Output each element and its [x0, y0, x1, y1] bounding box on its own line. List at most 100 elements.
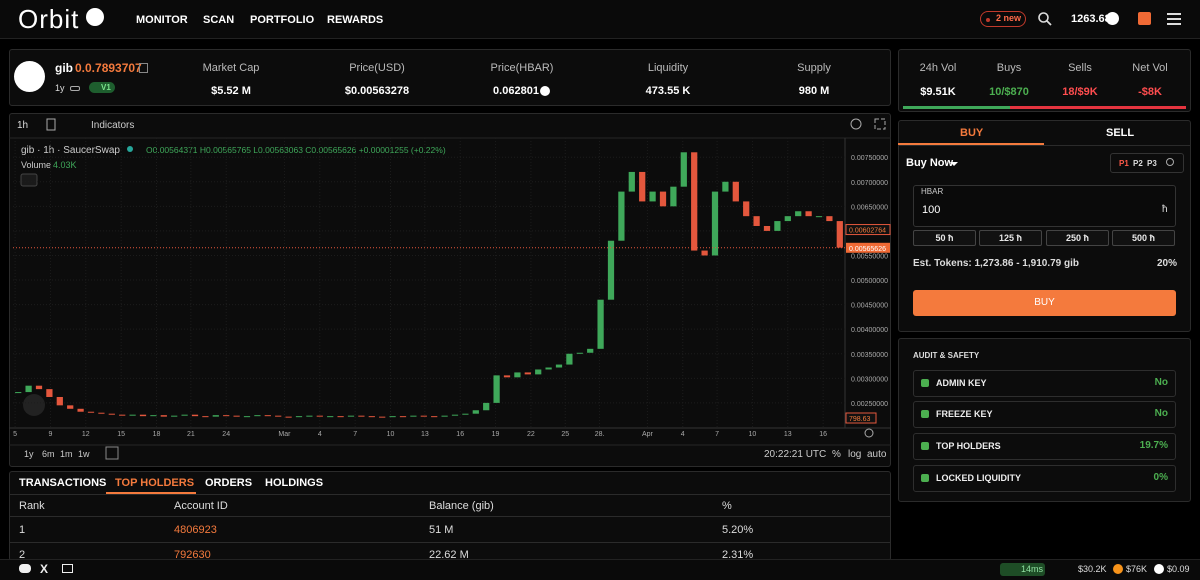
- log-toggle[interactable]: log: [848, 449, 861, 460]
- fullscreen-icon[interactable]: [874, 118, 886, 130]
- copy-icon[interactable]: [139, 63, 148, 73]
- docs-icon[interactable]: [62, 564, 73, 573]
- estimate: Est. Tokens: 1,273.86 - 1,910.79 gib: [913, 258, 1080, 269]
- candle: [836, 221, 843, 248]
- tab[interactable]: HOLDINGS: [265, 477, 324, 489]
- nav-item[interactable]: PORTFOLIO: [250, 14, 315, 26]
- account-link[interactable]: 4806923: [174, 524, 217, 536]
- audit-value: No: [1154, 408, 1168, 419]
- goto-icon[interactable]: [864, 428, 874, 438]
- candle: [805, 211, 812, 217]
- wallet-icon[interactable]: [1138, 12, 1151, 25]
- nav-item[interactable]: SCAN: [203, 14, 235, 26]
- range-button[interactable]: 1w: [78, 449, 90, 459]
- x-tick-label: 4: [318, 431, 322, 438]
- auto-toggle[interactable]: auto: [867, 449, 887, 460]
- candle: [535, 369, 542, 375]
- stat-value: 980 M: [798, 85, 830, 97]
- token-id[interactable]: 0.0.7893707: [75, 61, 142, 75]
- buy-tab[interactable]: BUY: [960, 127, 984, 139]
- preset[interactable]: P1: [1119, 159, 1129, 168]
- preset[interactable]: P3: [1147, 159, 1157, 168]
- range-button[interactable]: 1y: [24, 449, 34, 459]
- interval[interactable]: 1h: [17, 120, 28, 131]
- preset-settings[interactable]: [1166, 158, 1174, 166]
- stat-value: 0.062801: [493, 85, 539, 97]
- candle-type-icon[interactable]: [46, 118, 56, 131]
- tab[interactable]: TRANSACTIONS: [19, 477, 107, 489]
- calendar-icon[interactable]: [105, 446, 119, 460]
- table-divider: [9, 494, 891, 495]
- vol-label: Sells: [1068, 62, 1092, 74]
- amount-field[interactable]: [913, 185, 1176, 227]
- nav-item[interactable]: MONITOR: [136, 14, 188, 26]
- candle: [493, 375, 500, 403]
- x-tick-label: 4: [681, 431, 685, 438]
- preset[interactable]: P2: [1133, 159, 1143, 168]
- stat-label: Supply: [797, 62, 831, 74]
- search-icon[interactable]: [1038, 12, 1052, 26]
- x-tick-label: 13: [784, 431, 792, 438]
- latency: 14ms: [1021, 564, 1044, 574]
- percent-toggle[interactable]: %: [832, 449, 841, 460]
- footer-stat: $76K: [1126, 564, 1148, 574]
- quick-amount[interactable]: 125 ħ: [979, 230, 1042, 246]
- candle: [670, 186, 677, 207]
- x-icon[interactable]: X: [40, 562, 49, 576]
- settings-icon[interactable]: [850, 118, 862, 130]
- tab-underline: [106, 492, 196, 494]
- candle: [431, 416, 438, 418]
- order-mode[interactable]: Buy Now: [906, 157, 954, 169]
- logo[interactable]: Orbit: [18, 4, 80, 34]
- indicators[interactable]: Indicators: [91, 120, 134, 131]
- x-tick-label: 9: [48, 431, 52, 438]
- candle: [77, 408, 84, 412]
- account-link[interactable]: 792630: [174, 549, 211, 561]
- tab[interactable]: TOP HOLDERS: [115, 477, 195, 489]
- candle: [264, 415, 271, 417]
- audit-icon: [921, 442, 929, 450]
- amount[interactable]: 100: [922, 204, 941, 216]
- quick-amount[interactable]: 250 ħ: [1046, 230, 1109, 246]
- menu-icon[interactable]: [1167, 13, 1181, 25]
- candle: [691, 152, 698, 251]
- candle: [451, 414, 459, 416]
- candle: [618, 191, 625, 241]
- quick-amount[interactable]: 500 ħ: [1112, 230, 1175, 246]
- candle: [25, 385, 32, 393]
- y-tick-label: 0.00450000: [851, 303, 888, 310]
- footer: [0, 559, 1200, 580]
- candle: [129, 414, 136, 416]
- field-label: HBAR: [921, 187, 944, 196]
- link-icon[interactable]: [70, 86, 80, 91]
- price-box: [845, 224, 891, 236]
- notification-pill[interactable]: [980, 11, 1026, 27]
- sell-tab[interactable]: SELL: [1106, 127, 1135, 139]
- tv-logo: [23, 394, 45, 416]
- x-tick-label: 15: [117, 431, 125, 438]
- audit-icon: [921, 410, 929, 418]
- slippage[interactable]: 20%: [1157, 258, 1178, 269]
- candle: [555, 364, 563, 368]
- stat-value: $5.52 M: [211, 85, 251, 97]
- discord-icon[interactable]: [19, 564, 31, 573]
- y-tick-label: 0.00550000: [851, 253, 888, 260]
- quick-amount[interactable]: 50 ħ: [913, 230, 976, 246]
- vol-label: Net Vol: [1132, 62, 1168, 74]
- candle: [337, 416, 344, 418]
- top-bar: [0, 0, 1200, 39]
- candle: [545, 367, 552, 370]
- cell: 51 M: [429, 524, 454, 536]
- candle: [379, 416, 386, 418]
- buy-button[interactable]: BUY: [913, 290, 1176, 316]
- nav-item[interactable]: REWARDS: [327, 14, 384, 26]
- candle: [306, 415, 313, 417]
- range-button[interactable]: 1m: [60, 449, 73, 459]
- price-chart: 1h Indicators gib · 1h · SaucerSwap O0.0…: [9, 118, 891, 460]
- token-panel: [9, 49, 891, 106]
- collapse-button[interactable]: [20, 173, 38, 187]
- audit-label: FREEZE KEY: [936, 409, 993, 419]
- tab[interactable]: ORDERS: [205, 477, 253, 489]
- latency-pill: [1000, 563, 1045, 576]
- range-button[interactable]: 6m: [42, 449, 55, 459]
